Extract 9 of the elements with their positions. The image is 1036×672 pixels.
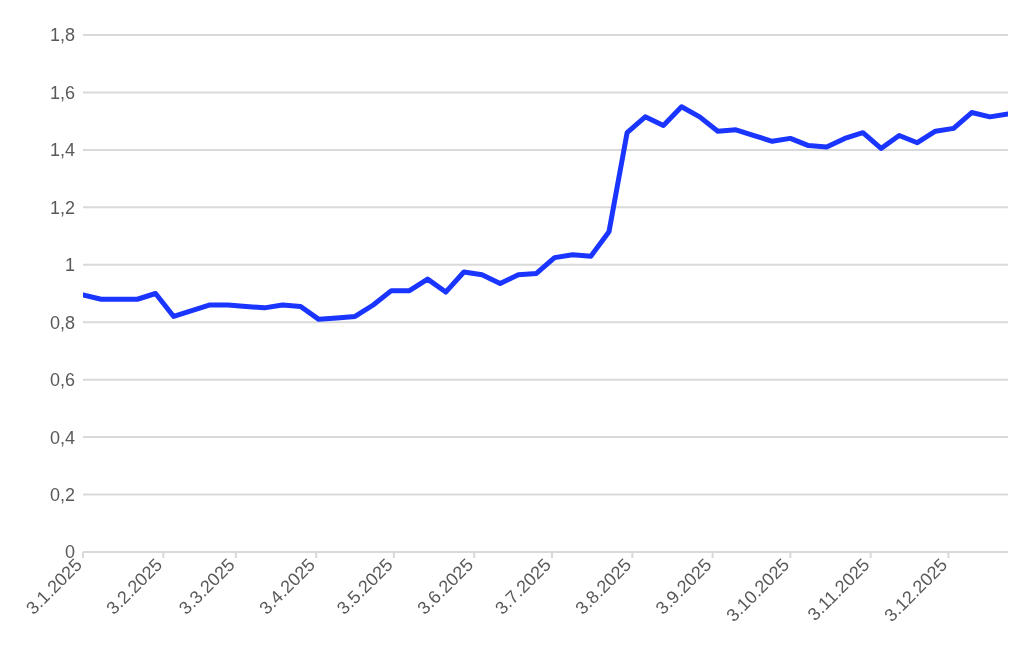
y-tick-label: 0,6 — [49, 370, 75, 391]
y-tick-label: 0,8 — [49, 312, 75, 333]
y-tick-label: 1 — [64, 255, 75, 276]
y-tick-label: 0,2 — [49, 484, 75, 505]
y-tick-label: 1,4 — [49, 140, 75, 161]
y-tick-label: 0,4 — [49, 427, 75, 448]
y-tick-label: 1,8 — [49, 25, 75, 46]
y-tick-label: 1,2 — [49, 197, 75, 218]
y-tick-label: 1,6 — [49, 82, 75, 103]
